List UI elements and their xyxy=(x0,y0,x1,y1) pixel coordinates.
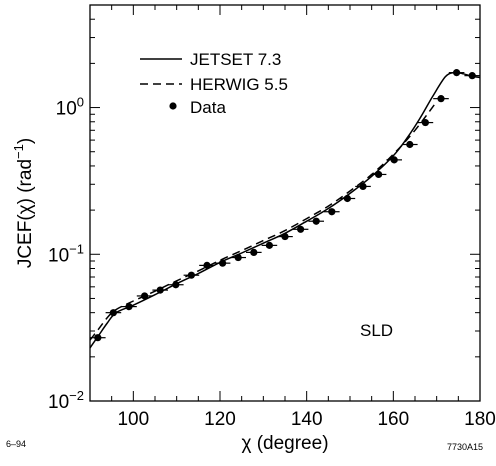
y-axis-title-close: ) xyxy=(15,138,36,144)
y-axis-title-main: JCEF(χ) (rad xyxy=(15,159,36,268)
data-point xyxy=(281,232,289,241)
data-point xyxy=(187,271,195,279)
x-tick-label: 140 xyxy=(291,409,323,430)
data-point xyxy=(94,334,102,342)
data-point xyxy=(109,309,117,317)
data-point xyxy=(468,72,476,80)
y-axis-title-exponent: −1 xyxy=(11,144,26,159)
data-point xyxy=(203,261,211,269)
y-tick-exponent: 0 xyxy=(77,95,84,110)
herwig-curve xyxy=(89,101,438,341)
data-point xyxy=(453,69,461,77)
y-tick-exponent: −1 xyxy=(69,241,84,256)
x-axis-title: χ (degree) xyxy=(241,433,328,454)
x-tick-label: 120 xyxy=(204,409,236,430)
data-point xyxy=(156,286,164,294)
jetset-curve xyxy=(89,71,481,349)
y-axis-title: JCEF(χ) (rad−1) xyxy=(11,138,36,268)
data-point xyxy=(421,118,429,127)
y-tick-labels: 10−2 10−1 100 xyxy=(48,95,84,413)
data-point xyxy=(234,253,242,262)
data-point xyxy=(265,241,273,249)
y-tick-base: 10 xyxy=(56,99,77,120)
legend-label-jetset: JETSET 7.3 xyxy=(190,50,281,69)
data-point xyxy=(172,281,180,289)
legend-label-herwig: HERWIG 5.5 xyxy=(190,75,288,94)
legend: JETSET 7.3 HERWIG 5.5 Data xyxy=(140,50,288,117)
data-point xyxy=(312,217,320,225)
figure-date-note: 6–94 xyxy=(6,439,26,449)
x-tick-label: 160 xyxy=(377,409,409,430)
y-tick-label: 10−2 xyxy=(48,388,84,413)
y-tick-label: 10−1 xyxy=(48,241,84,266)
x-tick-labels: 100 120 140 160 180 xyxy=(117,409,495,430)
data-point xyxy=(328,208,336,216)
sld-annotation: SLD xyxy=(360,321,393,340)
legend-data-marker xyxy=(169,102,177,110)
data-point xyxy=(343,194,351,203)
y-tick-base: 10 xyxy=(48,245,69,266)
y-tick-base: 10 xyxy=(48,392,69,413)
data-point xyxy=(250,248,258,256)
data-point xyxy=(125,302,133,311)
data-point xyxy=(390,156,398,164)
data-points xyxy=(90,69,480,342)
figure-id-note: 7730A15 xyxy=(447,442,483,452)
y-axis-ticks xyxy=(90,4,480,402)
x-axis-ticks xyxy=(89,5,481,401)
data-point xyxy=(219,259,227,267)
data-point xyxy=(437,95,445,103)
x-tick-label: 180 xyxy=(464,409,496,430)
legend-label-data: Data xyxy=(190,98,226,117)
data-point xyxy=(375,170,383,179)
data-point xyxy=(297,225,305,233)
data-point xyxy=(406,140,414,149)
plot-frame xyxy=(89,4,481,402)
x-tick-label: 100 xyxy=(117,409,149,430)
data-point xyxy=(141,292,149,300)
data-point xyxy=(359,182,367,191)
y-tick-label: 100 xyxy=(56,95,84,120)
y-tick-exponent: −2 xyxy=(69,388,84,403)
